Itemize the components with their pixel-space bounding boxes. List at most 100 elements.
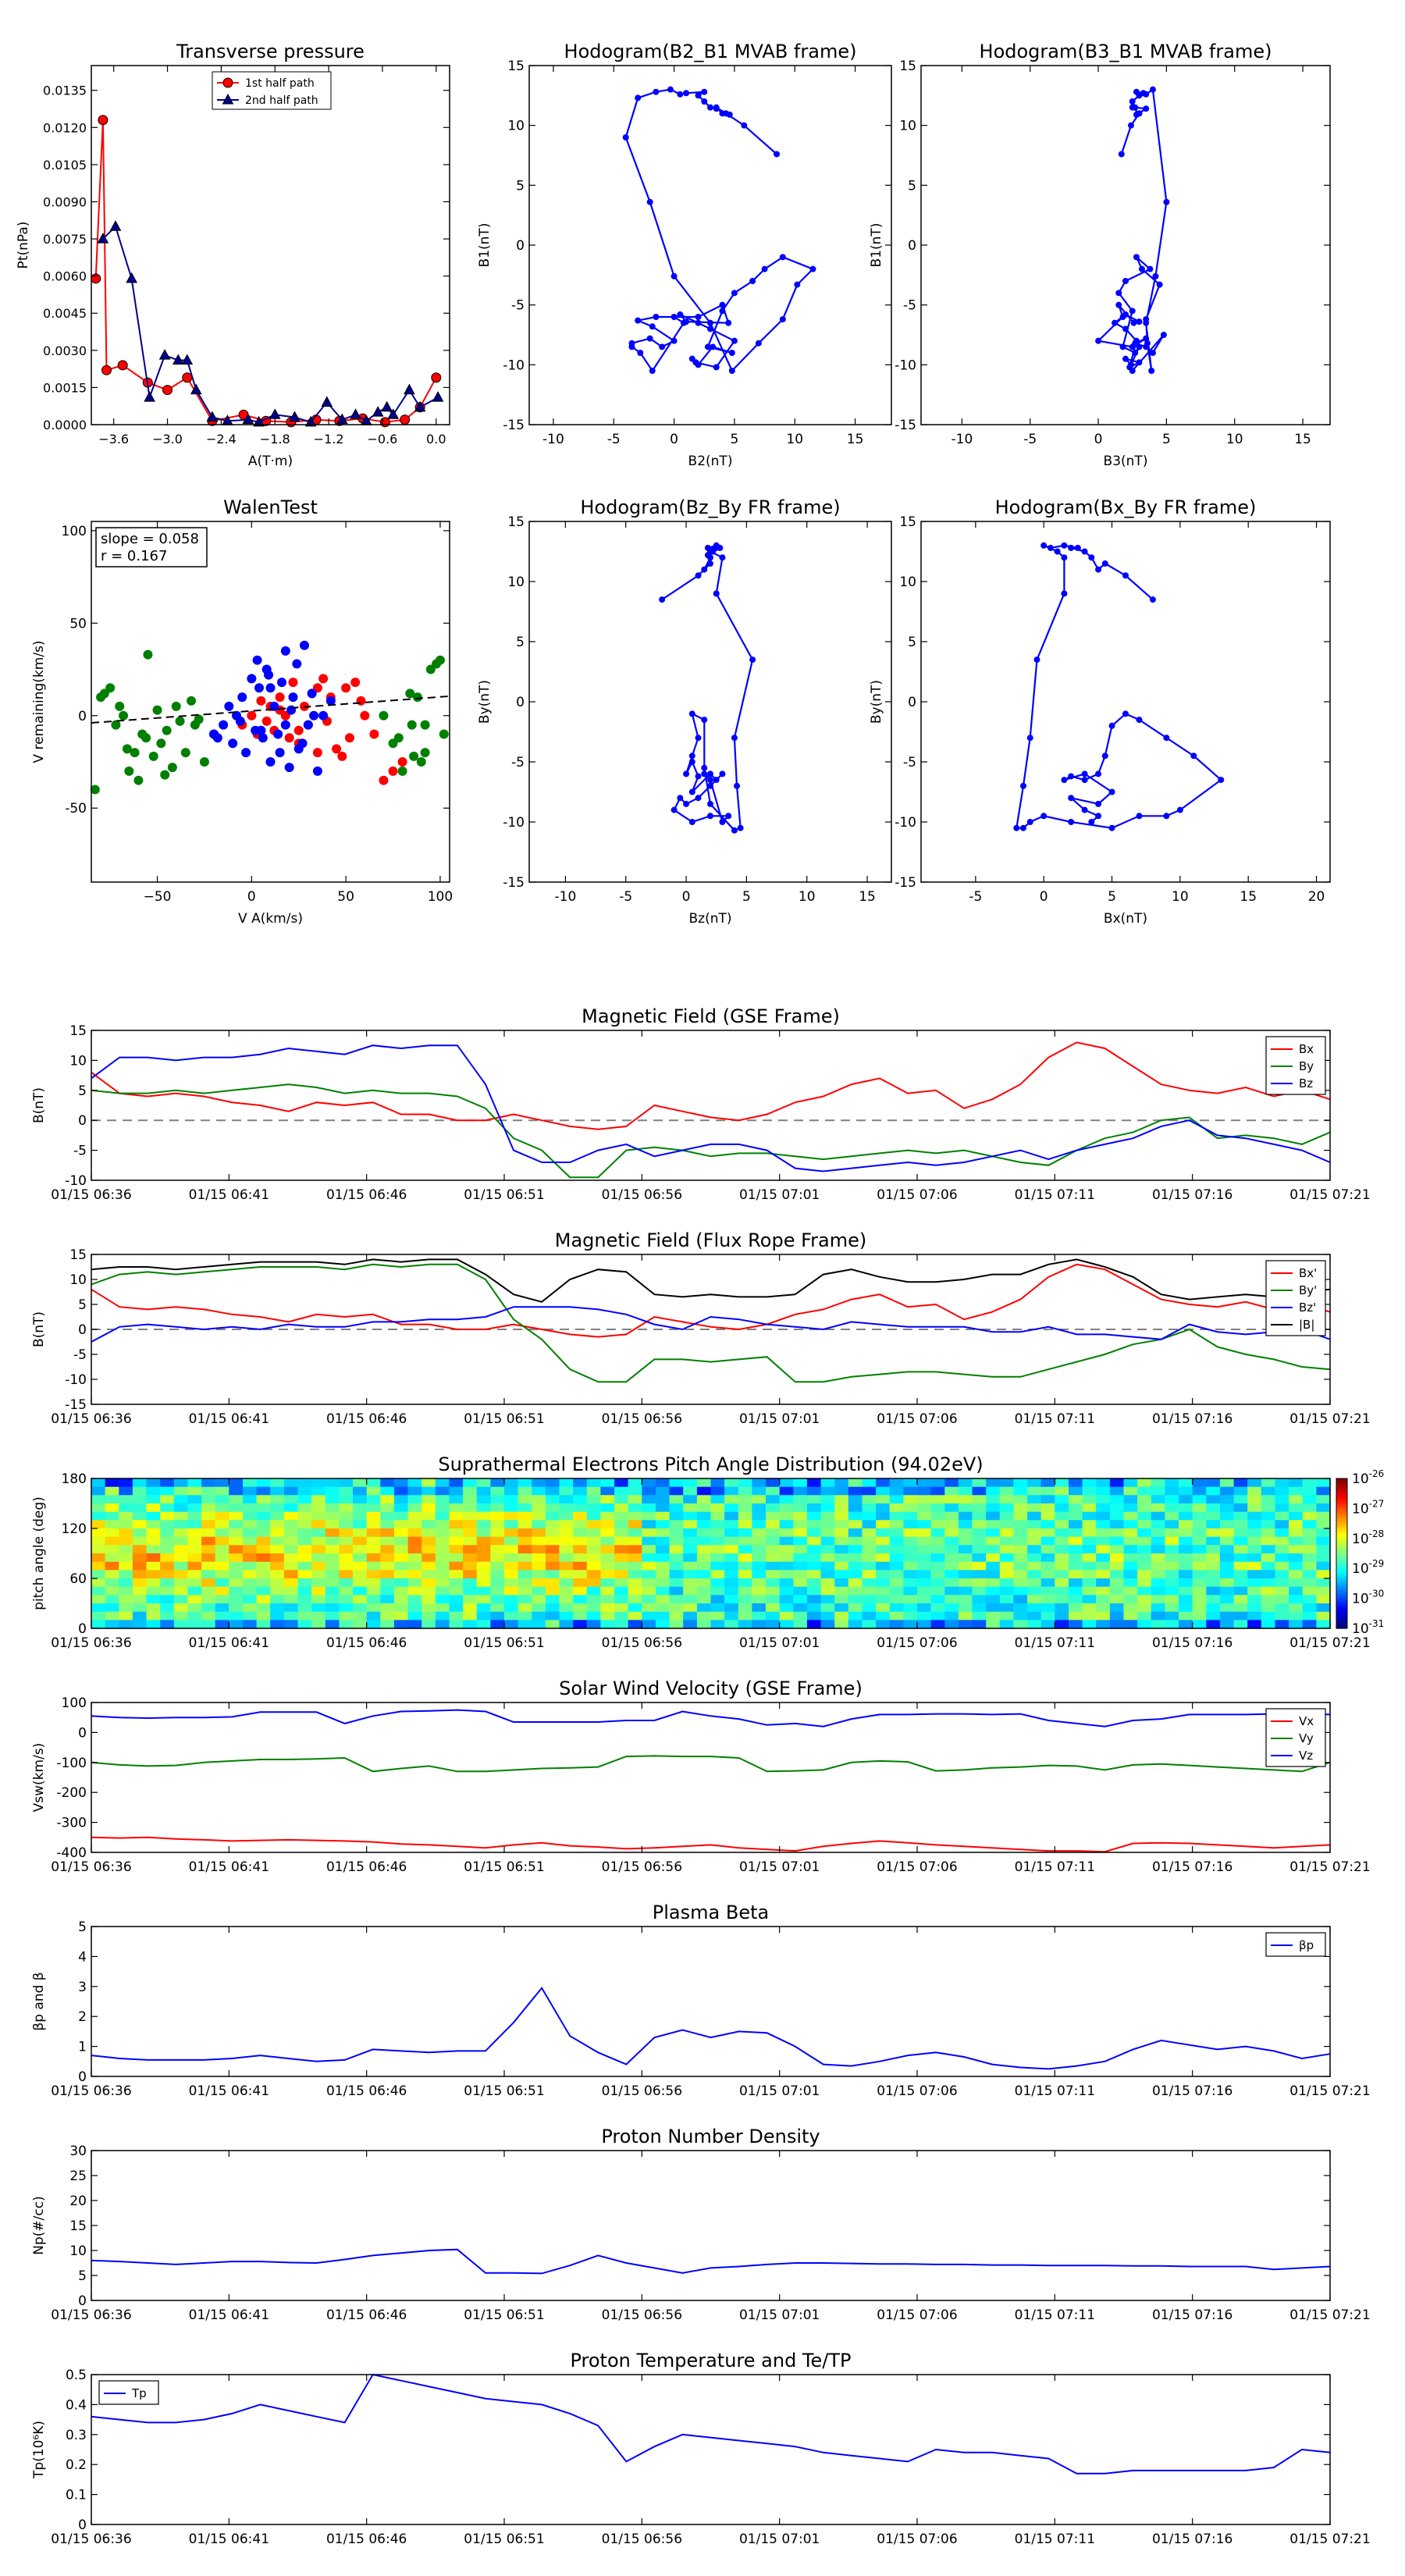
data-point — [731, 337, 738, 344]
heatmap-cell — [628, 1561, 642, 1571]
heatmap-cell — [944, 1586, 959, 1596]
heatmap-cell — [1275, 1578, 1289, 1588]
scatter-point — [187, 696, 197, 706]
heatmap-cell — [710, 1578, 725, 1588]
heatmap-cell — [311, 1553, 326, 1563]
heatmap-cell — [600, 1536, 615, 1546]
heatmap-cell — [1151, 1570, 1165, 1579]
heatmap-cell — [160, 1536, 175, 1546]
heatmap-cell — [1082, 1511, 1097, 1521]
colorbar-segment — [1336, 1535, 1347, 1539]
heatmap-cell — [1123, 1570, 1138, 1579]
heatmap-cell — [972, 1553, 987, 1563]
heatmap-cell — [132, 1586, 148, 1596]
heatmap-cell — [696, 1603, 712, 1613]
heatmap-cell — [944, 1528, 959, 1538]
heatmap-cell — [229, 1570, 244, 1579]
y-tick-label: 0.5 — [66, 2368, 87, 2383]
heatmap-cell — [1082, 1620, 1097, 1629]
heatmap-cell — [1123, 1520, 1138, 1529]
data-point — [701, 88, 708, 95]
heatmap-cell — [600, 1478, 615, 1488]
heatmap-cell — [1040, 1595, 1055, 1604]
y-tick-label: 0.0120 — [43, 120, 87, 135]
heatmap-cell — [903, 1511, 918, 1521]
heatmap-cell — [724, 1495, 739, 1504]
heatmap-cell — [1219, 1478, 1235, 1488]
scatter-point — [143, 649, 153, 660]
heatmap-cell — [91, 1503, 106, 1513]
data-point — [695, 314, 702, 320]
data-point — [1149, 350, 1156, 356]
heatmap-cell — [628, 1553, 642, 1563]
heatmap-cell — [1165, 1545, 1179, 1554]
heatmap-cell — [614, 1545, 629, 1554]
heatmap-cell — [724, 1561, 739, 1571]
heatmap-cell — [710, 1586, 725, 1596]
heatmap-cell — [820, 1586, 835, 1596]
heatmap-cell — [201, 1561, 216, 1571]
heatmap-cell — [146, 1620, 161, 1629]
heatmap-cell — [642, 1586, 656, 1596]
data-point — [1054, 548, 1061, 555]
scatter-point — [133, 775, 144, 785]
data-point — [1136, 318, 1143, 326]
heatmap-cell — [1219, 1553, 1235, 1563]
heatmap-cell — [1219, 1620, 1235, 1629]
x-tick-label: 01/15 07:21 — [1289, 1187, 1370, 1203]
x-axis-label: V A(km/s) — [238, 911, 303, 927]
heatmap-cell — [1151, 1478, 1165, 1488]
scatter-point — [416, 757, 426, 767]
colorbar-tick-label: 10-31 — [1352, 1618, 1384, 1637]
heatmap-cell — [1219, 1528, 1235, 1538]
heatmap-cell — [325, 1620, 340, 1629]
colorbar-segment — [1336, 1566, 1347, 1569]
x-tick-label: 01/15 07:06 — [877, 2083, 957, 2099]
heatmap-cell — [270, 1561, 285, 1571]
heatmap-cell — [380, 1520, 395, 1529]
data-point — [1068, 773, 1075, 780]
y-axis-label: Vsw(km/s) — [31, 1743, 47, 1813]
heatmap-cell — [724, 1611, 739, 1621]
heatmap-cell — [173, 1478, 188, 1488]
heatmap-cell — [1040, 1620, 1055, 1629]
heatmap-cell — [201, 1586, 216, 1596]
colorbar-segment — [1336, 1598, 1347, 1602]
heatmap-cell — [449, 1561, 464, 1571]
data-point — [707, 319, 713, 326]
y-axis-label: B1(nT) — [477, 223, 493, 268]
scatter-point — [99, 688, 109, 699]
heatmap-cell — [848, 1603, 863, 1613]
heatmap-cell — [119, 1486, 133, 1496]
data-point — [670, 806, 678, 813]
colorbar-segment — [1336, 1528, 1347, 1532]
heatmap-cell — [353, 1528, 368, 1538]
scatter-point — [275, 748, 285, 758]
heatmap-cell — [586, 1553, 601, 1563]
heatmap-cell — [600, 1586, 615, 1596]
heatmap-cell — [407, 1595, 422, 1604]
heatmap-cell — [435, 1478, 450, 1488]
heatmap-cell — [1261, 1570, 1275, 1579]
heatmap-cell — [1261, 1528, 1275, 1538]
y-tick-label: 0 — [78, 1113, 87, 1129]
heatmap-cell — [600, 1545, 615, 1554]
heatmap-cell — [449, 1578, 464, 1588]
heatmap-cell — [1137, 1553, 1152, 1563]
heatmap-cell — [1233, 1620, 1248, 1629]
scatter-point — [254, 683, 265, 693]
heatmap-cell — [146, 1486, 161, 1496]
scatter-point — [252, 655, 262, 665]
heatmap-cell — [1109, 1503, 1125, 1513]
heatmap-cell — [504, 1553, 519, 1563]
heatmap-cell — [1219, 1486, 1235, 1496]
scatter-point — [280, 646, 290, 656]
heatmap-cell — [889, 1578, 904, 1588]
heatmap-cell — [628, 1595, 642, 1604]
data-point — [695, 735, 702, 742]
heatmap-cell — [1192, 1478, 1207, 1488]
heatmap-cell — [449, 1586, 464, 1596]
legend-marker — [222, 93, 234, 105]
heatmap-cell — [1027, 1570, 1042, 1579]
heatmap-cell — [393, 1620, 409, 1629]
